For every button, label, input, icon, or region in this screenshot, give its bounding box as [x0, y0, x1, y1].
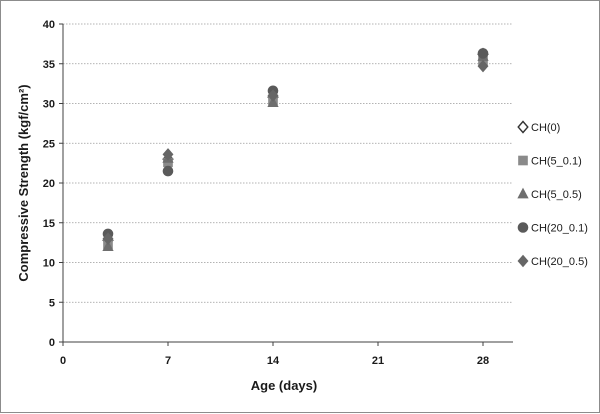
- legend-label-4: CH(20_0.5): [531, 256, 588, 268]
- data-point-2-0: [102, 240, 114, 251]
- y-tick-label-5: 5: [49, 297, 55, 309]
- grid-layer: [63, 23, 513, 303]
- legend-marker-0: [517, 120, 529, 134]
- legend-marker-3: [517, 222, 529, 233]
- x-tick-label-21: 21: [372, 355, 384, 367]
- legend-item-4: CH(20_0.5): [517, 254, 588, 268]
- y-tick-label-25: 25: [43, 138, 55, 150]
- y-tick-label-0: 0: [49, 337, 55, 349]
- legend-marker-4: [517, 254, 529, 268]
- legend-label-1: CH(5_0.1): [531, 156, 582, 168]
- data-point-4-2: [267, 89, 279, 102]
- series-4: [102, 59, 489, 245]
- y-axis-title: Compressive Strength (kgf/cm²): [16, 84, 31, 281]
- points-layer: [102, 47, 489, 251]
- y-tick-label-10: 10: [43, 258, 55, 270]
- x-tick-label-7: 7: [165, 355, 171, 367]
- legend-label-0: CH(0): [531, 122, 560, 134]
- y-tick-label-30: 30: [43, 99, 55, 111]
- legend-item-3: CH(20_0.1): [517, 222, 588, 235]
- series-0: [102, 47, 489, 247]
- legend-marker-1: [518, 155, 528, 166]
- legend-label-3: CH(20_0.1): [531, 223, 588, 235]
- x-tick-label-14: 14: [267, 355, 280, 367]
- legend-marker-2: [517, 187, 529, 199]
- axis-layer: 0 5 10 15 20 25 30 35 40 0 7 14 21 28: [43, 19, 513, 367]
- data-point-4-0: [102, 232, 114, 245]
- legend-item-0: CH(0): [517, 120, 560, 134]
- legend-item-1: CH(5_0.1): [518, 155, 582, 168]
- data-point-4-3: [477, 59, 489, 73]
- legend: CH(0) CH(5_0.1) CH(5_0.5) CH(20_0.1) CH(20_0…: [517, 120, 588, 268]
- y-tick-label-20: 20: [43, 178, 55, 190]
- x-tick-label-28: 28: [477, 355, 489, 367]
- data-point-4-1: [162, 148, 174, 161]
- legend-label-2: CH(5_0.5): [531, 189, 582, 201]
- x-axis-title: Age (days): [251, 378, 317, 393]
- data-point-2-2: [267, 96, 279, 108]
- data-point-3-3: [477, 48, 489, 59]
- y-tick-label-15: 15: [43, 218, 55, 230]
- data-point-3-1: [162, 165, 174, 177]
- x-tick-label-0: 0: [60, 355, 66, 367]
- series-1: [103, 55, 488, 250]
- y-tick-label-35: 35: [43, 59, 55, 71]
- series-2: [102, 50, 489, 251]
- y-tick-label-40: 40: [43, 19, 55, 31]
- legend-item-2: CH(5_0.5): [517, 187, 582, 201]
